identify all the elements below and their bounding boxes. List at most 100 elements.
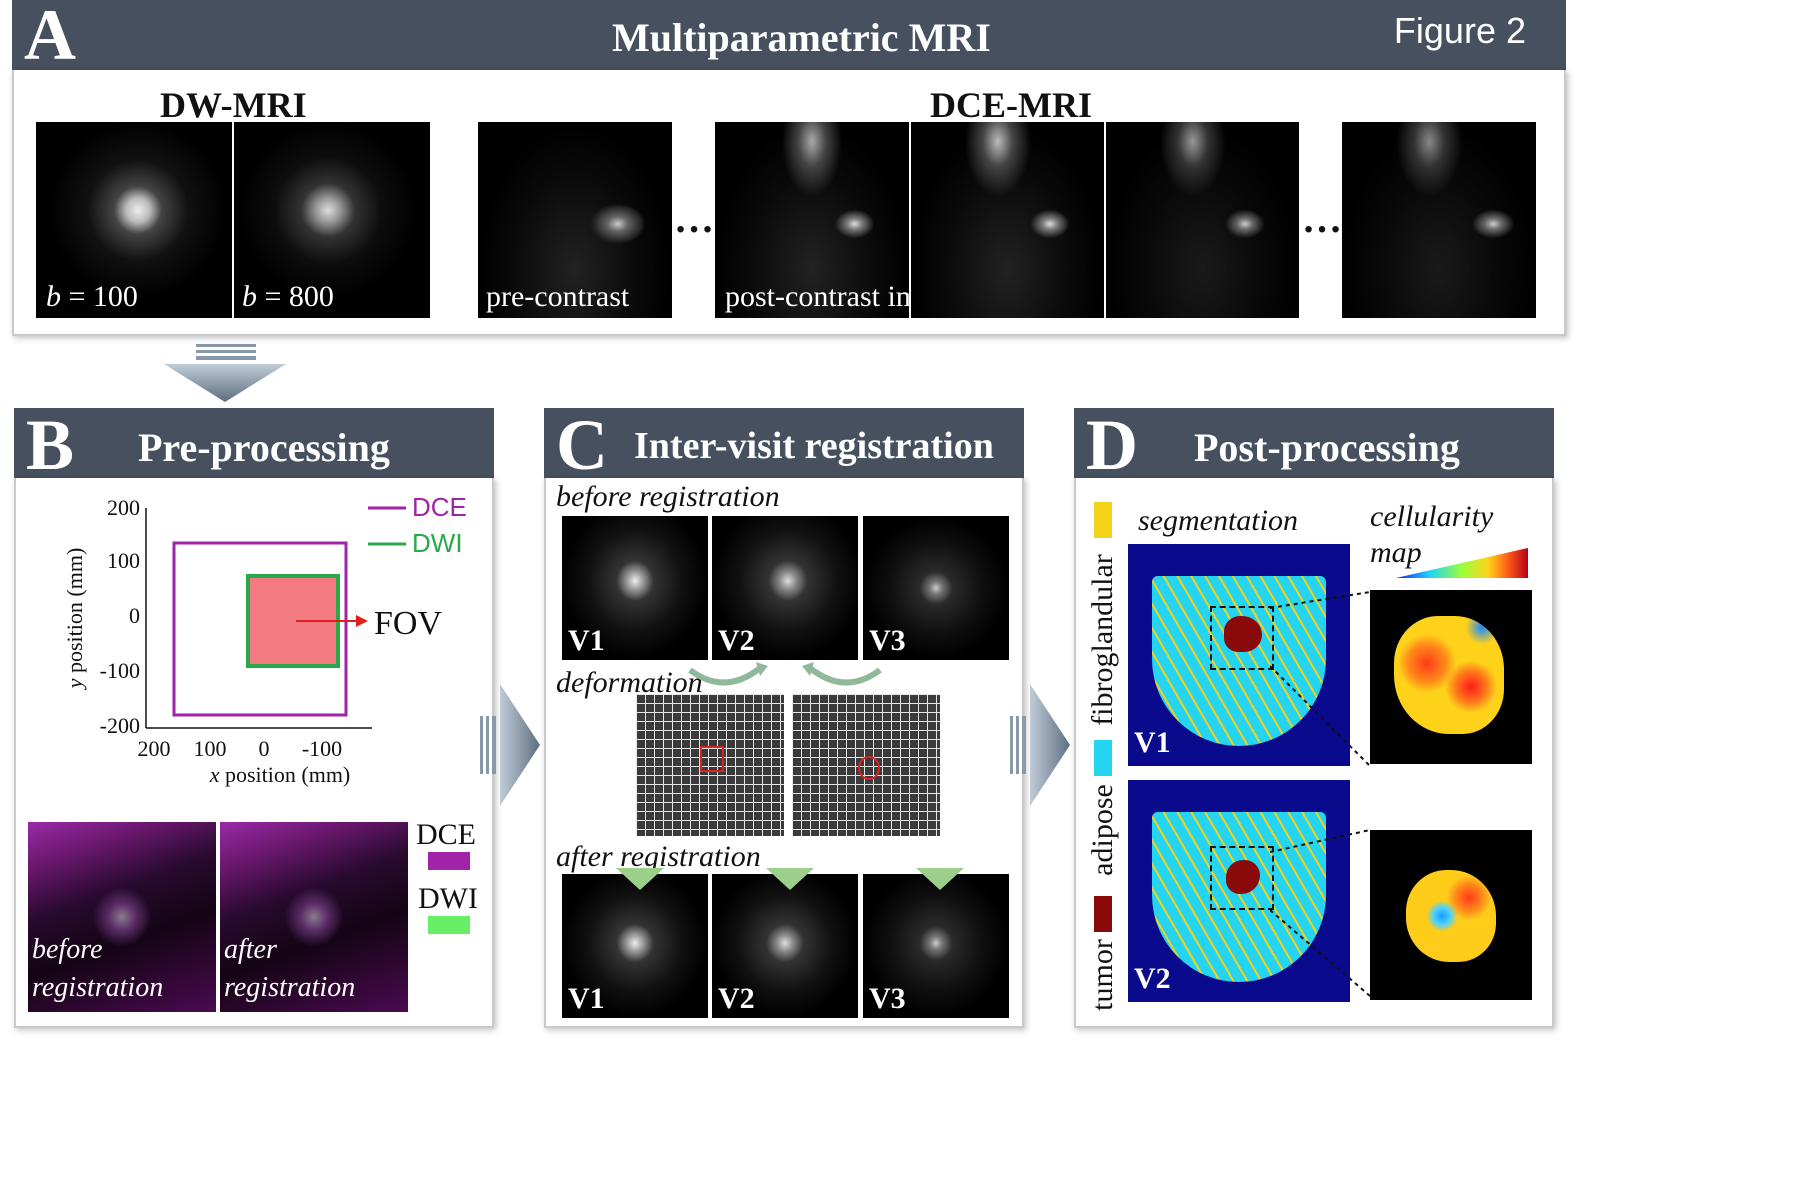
overlay-before-text-1: before bbox=[32, 934, 103, 965]
fov-arrowhead bbox=[356, 615, 368, 627]
segmentation-label: segmentation bbox=[1138, 504, 1298, 537]
panel-c-header: C Inter-visit registration bbox=[544, 405, 1024, 485]
deformation-curved-arrows bbox=[688, 662, 882, 686]
panel-a-title: Multiparametric MRI bbox=[612, 15, 991, 60]
after-v2-label: V2 bbox=[718, 982, 755, 1015]
figure-label: Figure 2 bbox=[1393, 10, 1526, 51]
panel-c-title: Inter-visit registration bbox=[634, 425, 994, 467]
legend-swatch-adipose bbox=[1094, 740, 1112, 776]
panel-d-letter: D bbox=[1086, 405, 1138, 485]
x-tick-0: 0 bbox=[259, 736, 270, 761]
segmentation-v2-tumor bbox=[1226, 860, 1260, 894]
dw-image-b100: b = 100 bbox=[36, 122, 232, 318]
x-tick-200: 200 bbox=[138, 736, 171, 761]
zoom-lines-v1 bbox=[1270, 591, 1371, 767]
after-registration-label: after registration bbox=[556, 840, 761, 873]
panel-d-title: Post-processing bbox=[1194, 425, 1460, 470]
segmentation-v1-tumor bbox=[1224, 616, 1262, 652]
panel-c-letter: C bbox=[556, 405, 608, 485]
legend-dwi-label: DWI bbox=[412, 528, 463, 558]
overlay-key-dwi-label: DWI bbox=[418, 882, 478, 915]
panel-a-header: A Multiparametric MRI Figure 2 bbox=[12, 0, 1566, 75]
dce-fov-square bbox=[172, 541, 348, 717]
segmentation-v2-breast bbox=[1152, 812, 1326, 982]
before-v3-label: V3 bbox=[869, 624, 906, 657]
b800-label: b = 800 bbox=[242, 280, 334, 313]
panel-a-letter: A bbox=[24, 0, 76, 75]
y-tick-neg100: -100 bbox=[100, 658, 140, 683]
y-tick-0: 0 bbox=[129, 603, 140, 628]
deformation-grid-1 bbox=[636, 694, 784, 836]
segmentation-v1-label: V1 bbox=[1134, 726, 1171, 759]
y-tick-200: 200 bbox=[107, 495, 140, 520]
after-down-arrows bbox=[616, 868, 964, 890]
after-v1-label: V1 bbox=[568, 982, 605, 1015]
overlay-after-text-1: after bbox=[224, 934, 277, 965]
legend-swatch-tumor bbox=[1094, 896, 1112, 932]
legend-label-fibroglandular: fibroglandular bbox=[1086, 554, 1119, 726]
before-v3-image: V3 bbox=[863, 516, 1009, 660]
dce-pre-contrast-image: pre-contrast bbox=[478, 122, 672, 318]
dce-post-contrast-image-3 bbox=[1106, 122, 1299, 318]
cellularity-colorbar bbox=[1396, 548, 1528, 578]
fov-label: FOV bbox=[374, 605, 442, 642]
before-v2-image: V2 bbox=[712, 516, 858, 660]
before-v1-image: V1 bbox=[562, 516, 708, 660]
dce-post-contrast-image-1: post-contrast images bbox=[715, 122, 909, 318]
y-tick-neg200: -200 bbox=[100, 713, 140, 738]
overlay-before-registration: before registration bbox=[28, 822, 216, 1012]
x-axis-label: x position (mm) bbox=[209, 762, 351, 787]
fov-plot: 200 100 0 -100 -200 200 100 0 -100 x pos… bbox=[62, 492, 467, 787]
before-v2-label: V2 bbox=[718, 624, 755, 657]
legend-label-adipose: adipose bbox=[1086, 784, 1119, 876]
ellipsis-1: … bbox=[674, 196, 714, 241]
segmentation-v1-roi bbox=[1210, 606, 1274, 670]
panel-b-letter: B bbox=[26, 405, 75, 485]
segmentation-v2-label: V2 bbox=[1134, 962, 1171, 995]
deformation-roi-2 bbox=[858, 756, 880, 780]
y-axis-label: y position (mm) bbox=[62, 548, 87, 691]
after-v1-image: V1 bbox=[562, 874, 708, 1018]
cellularity-label-1: cellularity bbox=[1370, 500, 1494, 533]
deformation-label: deformation bbox=[556, 666, 703, 699]
dce-post-contrast-image-2 bbox=[911, 122, 1104, 318]
cellularity-map-v2-region bbox=[1406, 870, 1496, 962]
dw-mri-title: DW-MRI bbox=[160, 85, 307, 125]
post-contrast-label: post-contrast images bbox=[725, 280, 909, 313]
panel-b-header: B Pre-processing bbox=[14, 405, 494, 485]
cellularity-map-v1-region bbox=[1394, 616, 1504, 734]
before-registration-label: before registration bbox=[556, 480, 780, 513]
arrow-c-to-d bbox=[1010, 684, 1070, 806]
x-tick-neg100: -100 bbox=[302, 736, 342, 761]
cellularity-label-2: map bbox=[1370, 536, 1422, 569]
after-v2-image: V2 bbox=[712, 874, 858, 1018]
zoom-lines-v2 bbox=[1270, 829, 1371, 997]
dce-mri-title: DCE-MRI bbox=[930, 85, 1092, 125]
legend-dce-label: DCE bbox=[412, 492, 467, 522]
ellipsis-2: … bbox=[1302, 196, 1342, 241]
overlay-after-text-2: registration bbox=[224, 972, 356, 1003]
arrow-a-to-b bbox=[164, 344, 286, 402]
overlay-after-registration: after registration bbox=[220, 822, 408, 1012]
dw-image-b800: b = 800 bbox=[234, 122, 430, 318]
after-v3-image: V3 bbox=[863, 874, 1009, 1018]
panel-d-header: D Post-processing bbox=[1074, 405, 1554, 485]
legend-label-tumor: tumor bbox=[1086, 939, 1119, 1011]
panel-b-title: Pre-processing bbox=[138, 425, 390, 470]
dce-post-contrast-image-last bbox=[1342, 122, 1536, 318]
overlay-key-dce-label: DCE bbox=[416, 818, 476, 851]
cellularity-map-v2 bbox=[1370, 830, 1532, 1000]
x-tick-100: 100 bbox=[194, 736, 227, 761]
deformation-grid-2 bbox=[792, 694, 940, 836]
overlay-key-dce-swatch bbox=[428, 852, 470, 870]
deformation-roi-1 bbox=[700, 746, 724, 772]
fov-axes bbox=[145, 508, 372, 729]
segmentation-v2-roi bbox=[1210, 846, 1274, 910]
arrow-b-to-c bbox=[480, 684, 540, 806]
segmentation-v2: V2 bbox=[1128, 780, 1350, 1002]
overlay-before-text-2: registration bbox=[32, 972, 164, 1003]
after-v3-label: V3 bbox=[869, 982, 906, 1015]
cellularity-map-v1 bbox=[1370, 590, 1532, 764]
y-tick-100: 100 bbox=[107, 548, 140, 573]
segmentation-v1: V1 bbox=[1128, 544, 1350, 766]
